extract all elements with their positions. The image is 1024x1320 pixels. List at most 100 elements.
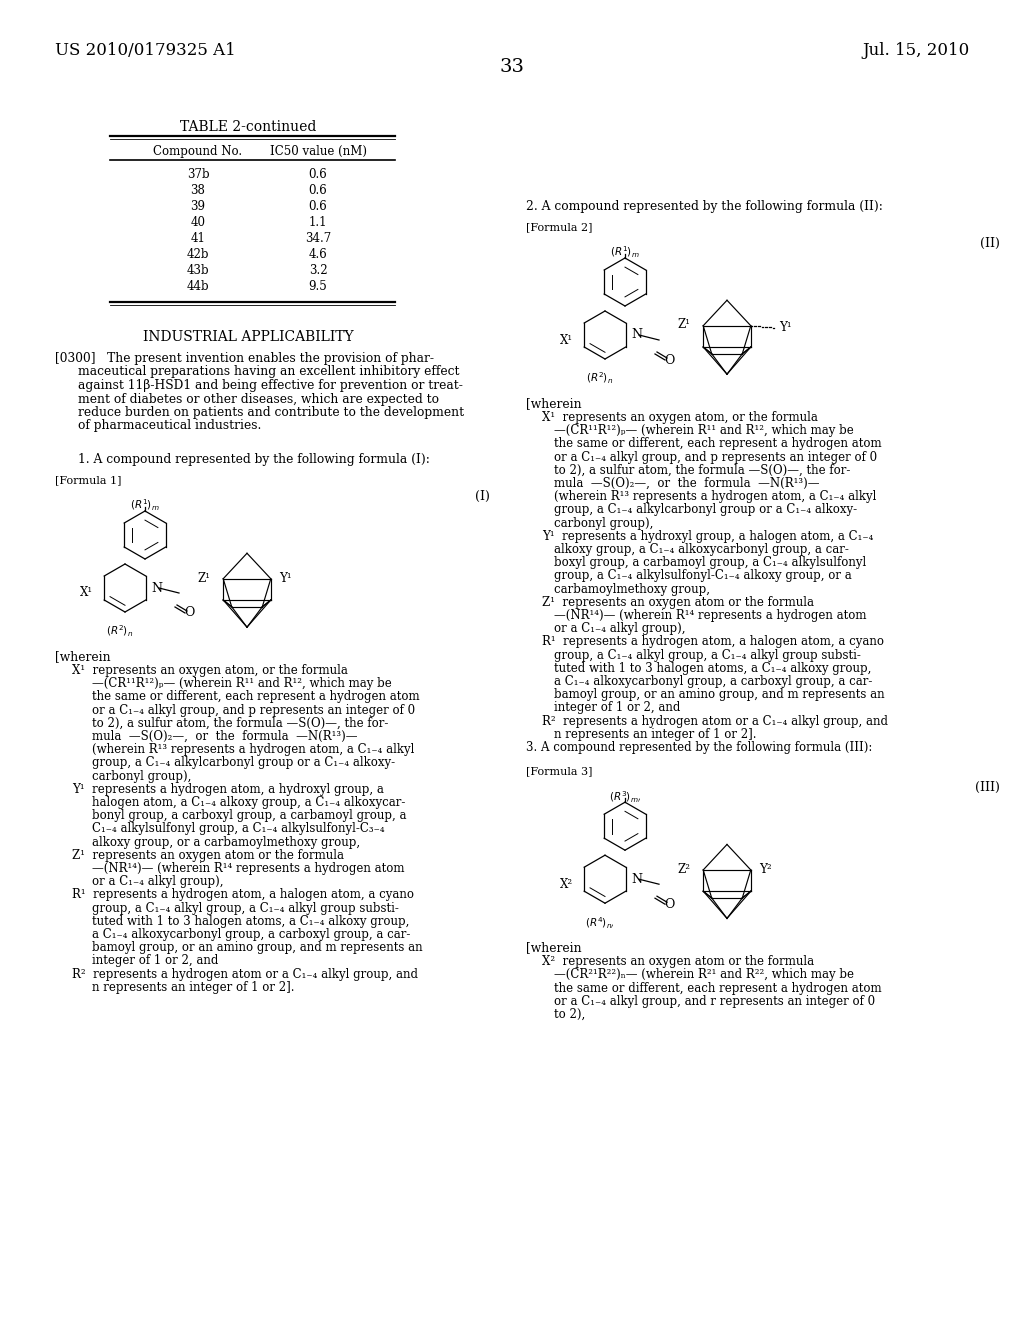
Text: 41: 41 — [190, 232, 206, 246]
Text: X²  represents an oxygen atom or the formula: X² represents an oxygen atom or the form… — [542, 956, 814, 968]
Text: of pharmaceutical industries.: of pharmaceutical industries. — [78, 420, 261, 433]
Text: bonyl group, a carboxyl group, a carbamoyl group, a: bonyl group, a carboxyl group, a carbamo… — [92, 809, 407, 822]
Text: bamoyl group, or an amino group, and m represents an: bamoyl group, or an amino group, and m r… — [554, 688, 885, 701]
Text: Compound No.: Compound No. — [154, 145, 243, 158]
Text: (wherein R¹³ represents a hydrogen atom, a C₁₋₄ alkyl: (wherein R¹³ represents a hydrogen atom,… — [92, 743, 415, 756]
Text: boxyl group, a carbamoyl group, a C₁₋₄ alkylsulfonyl: boxyl group, a carbamoyl group, a C₁₋₄ a… — [554, 556, 866, 569]
Text: ment of diabetes or other diseases, which are expected to: ment of diabetes or other diseases, whic… — [78, 392, 439, 405]
Text: group, a C₁₋₄ alkylcarbonyl group or a C₁₋₄ alkoxy-: group, a C₁₋₄ alkylcarbonyl group or a C… — [92, 756, 395, 770]
Text: (wherein R¹³ represents a hydrogen atom, a C₁₋₄ alkyl: (wherein R¹³ represents a hydrogen atom,… — [554, 490, 877, 503]
Text: —(NR¹⁴)— (wherein R¹⁴ represents a hydrogen atom: —(NR¹⁴)— (wherein R¹⁴ represents a hydro… — [92, 862, 404, 875]
Text: or a C₁₋₄ alkyl group, and p represents an integer of 0: or a C₁₋₄ alkyl group, and p represents … — [554, 450, 878, 463]
Text: N: N — [151, 582, 162, 594]
Text: tuted with 1 to 3 halogen atoms, a C₁₋₄ alkoxy group,: tuted with 1 to 3 halogen atoms, a C₁₋₄ … — [554, 661, 871, 675]
Text: group, a C₁₋₄ alkylsulfonyl-C₁₋₄ alkoxy group, or a: group, a C₁₋₄ alkylsulfonyl-C₁₋₄ alkoxy … — [554, 569, 852, 582]
Text: the same or different, each represent a hydrogen atom: the same or different, each represent a … — [554, 437, 882, 450]
Text: R²  represents a hydrogen atom or a C₁₋₄ alkyl group, and: R² represents a hydrogen atom or a C₁₋₄ … — [72, 968, 418, 981]
Text: X¹  represents an oxygen atom, or the formula: X¹ represents an oxygen atom, or the for… — [72, 664, 348, 677]
Text: reduce burden on patients and contribute to the development: reduce burden on patients and contribute… — [78, 407, 464, 418]
Text: 38: 38 — [190, 183, 206, 197]
Text: US 2010/0179325 A1: US 2010/0179325 A1 — [55, 42, 236, 59]
Text: C₁₋₄ alkylsulfonyl group, a C₁₋₄ alkylsulfonyl-C₃₋₄: C₁₋₄ alkylsulfonyl group, a C₁₋₄ alkylsu… — [92, 822, 385, 836]
Text: $(R^2)_n$: $(R^2)_n$ — [106, 624, 133, 639]
Text: or a C₁₋₄ alkyl group, and p represents an integer of 0: or a C₁₋₄ alkyl group, and p represents … — [92, 704, 415, 717]
Text: the same or different, each represent a hydrogen atom: the same or different, each represent a … — [92, 690, 420, 704]
Text: 39: 39 — [190, 201, 206, 213]
Text: X¹  represents an oxygen atom, or the formula: X¹ represents an oxygen atom, or the for… — [542, 411, 818, 424]
Text: —(NR¹⁴)— (wherein R¹⁴ represents a hydrogen atom: —(NR¹⁴)— (wherein R¹⁴ represents a hydro… — [554, 609, 866, 622]
Text: a C₁₋₄ alkoxycarbonyl group, a carboxyl group, a car-: a C₁₋₄ alkoxycarbonyl group, a carboxyl … — [92, 928, 411, 941]
Text: carbonyl group),: carbonyl group), — [92, 770, 191, 783]
Text: $(R^1)_m$: $(R^1)_m$ — [130, 498, 160, 513]
Text: to 2), a sulfur atom, the formula —S(O)—, the for-: to 2), a sulfur atom, the formula —S(O)—… — [92, 717, 388, 730]
Text: X¹: X¹ — [560, 334, 573, 346]
Text: [Formula 3]: [Formula 3] — [526, 766, 593, 776]
Text: bamoyl group, or an amino group, and m represents an: bamoyl group, or an amino group, and m r… — [92, 941, 423, 954]
Text: [wherein: [wherein — [55, 649, 111, 663]
Text: 0.6: 0.6 — [308, 168, 328, 181]
Text: 2. A compound represented by the following formula (II):: 2. A compound represented by the followi… — [526, 201, 883, 213]
Text: IC50 value (nM): IC50 value (nM) — [269, 145, 367, 158]
Text: 33: 33 — [500, 58, 524, 77]
Text: 34.7: 34.7 — [305, 232, 331, 246]
Text: carbamoylmethoxy group,: carbamoylmethoxy group, — [554, 582, 710, 595]
Text: tuted with 1 to 3 halogen atoms, a C₁₋₄ alkoxy group,: tuted with 1 to 3 halogen atoms, a C₁₋₄ … — [92, 915, 410, 928]
Text: R¹  represents a hydrogen atom, a halogen atom, a cyano: R¹ represents a hydrogen atom, a halogen… — [542, 635, 884, 648]
Text: alkoxy group, or a carbamoylmethoxy group,: alkoxy group, or a carbamoylmethoxy grou… — [92, 836, 360, 849]
Text: to 2),: to 2), — [554, 1008, 586, 1020]
Text: $(R^1)_m$: $(R^1)_m$ — [610, 246, 640, 260]
Text: 44b: 44b — [186, 280, 209, 293]
Text: 4.6: 4.6 — [308, 248, 328, 261]
Text: mula  —S(O)₂—,  or  the  formula  —N(R¹³)—: mula —S(O)₂—, or the formula —N(R¹³)— — [554, 477, 819, 490]
Text: the same or different, each represent a hydrogen atom: the same or different, each represent a … — [554, 982, 882, 994]
Text: O: O — [664, 354, 674, 367]
Text: Z²: Z² — [677, 863, 690, 875]
Text: $(R^2)_n$: $(R^2)_n$ — [587, 371, 613, 387]
Text: Y¹  represents a hydrogen atom, a hydroxyl group, a: Y¹ represents a hydrogen atom, a hydroxy… — [72, 783, 384, 796]
Text: (III): (III) — [975, 781, 1000, 795]
Text: (I): (I) — [475, 490, 490, 503]
Text: [Formula 2]: [Formula 2] — [526, 222, 593, 232]
Text: group, a C₁₋₄ alkyl group, a C₁₋₄ alkyl group substi-: group, a C₁₋₄ alkyl group, a C₁₋₄ alkyl … — [92, 902, 399, 915]
Text: halogen atom, a C₁₋₄ alkoxy group, a C₁₋₄ alkoxycar-: halogen atom, a C₁₋₄ alkoxy group, a C₁₋… — [92, 796, 406, 809]
Text: [0300]   The present invention enables the provision of phar-: [0300] The present invention enables the… — [55, 352, 434, 366]
Text: 3.2: 3.2 — [308, 264, 328, 277]
Text: or a C₁₋₄ alkyl group, and r represents an integer of 0: or a C₁₋₄ alkyl group, and r represents … — [554, 995, 876, 1007]
Text: Y¹  represents a hydroxyl group, a halogen atom, a C₁₋₄: Y¹ represents a hydroxyl group, a haloge… — [542, 529, 873, 543]
Text: maceutical preparations having an excellent inhibitory effect: maceutical preparations having an excell… — [78, 366, 460, 379]
Text: X¹: X¹ — [80, 586, 93, 599]
Text: Z¹: Z¹ — [677, 318, 690, 331]
Text: to 2), a sulfur atom, the formula —S(O)—, the for-: to 2), a sulfur atom, the formula —S(O)—… — [554, 463, 850, 477]
Text: n represents an integer of 1 or 2].: n represents an integer of 1 or 2]. — [92, 981, 295, 994]
Text: $(R^3)_{m\prime}$: $(R^3)_{m\prime}$ — [609, 789, 641, 805]
Text: R²  represents a hydrogen atom or a C₁₋₄ alkyl group, and: R² represents a hydrogen atom or a C₁₋₄ … — [542, 714, 888, 727]
Text: 43b: 43b — [186, 264, 209, 277]
Text: or a C₁₋₄ alkyl group),: or a C₁₋₄ alkyl group), — [92, 875, 223, 888]
Text: group, a C₁₋₄ alkyl group, a C₁₋₄ alkyl group substi-: group, a C₁₋₄ alkyl group, a C₁₋₄ alkyl … — [554, 648, 861, 661]
Text: Y¹: Y¹ — [779, 321, 792, 334]
Text: —(CR¹¹R¹²)ₚ— (wherein R¹¹ and R¹², which may be: —(CR¹¹R¹²)ₚ— (wherein R¹¹ and R¹², which… — [92, 677, 392, 690]
Text: INDUSTRIAL APPLICABILITY: INDUSTRIAL APPLICABILITY — [142, 330, 353, 345]
Text: a C₁₋₄ alkoxycarbonyl group, a carboxyl group, a car-: a C₁₋₄ alkoxycarbonyl group, a carboxyl … — [554, 675, 872, 688]
Text: X²: X² — [560, 878, 573, 891]
Text: 0.6: 0.6 — [308, 201, 328, 213]
Text: Z¹  represents an oxygen atom or the formula: Z¹ represents an oxygen atom or the form… — [72, 849, 344, 862]
Text: —(CR¹¹R¹²)ₚ— (wherein R¹¹ and R¹², which may be: —(CR¹¹R¹²)ₚ— (wherein R¹¹ and R¹², which… — [554, 424, 854, 437]
Text: N: N — [631, 873, 642, 886]
Text: integer of 1 or 2, and: integer of 1 or 2, and — [554, 701, 680, 714]
Text: Z¹  represents an oxygen atom or the formula: Z¹ represents an oxygen atom or the form… — [542, 595, 814, 609]
Text: Y²: Y² — [759, 863, 772, 875]
Text: Y¹: Y¹ — [279, 572, 292, 585]
Text: group, a C₁₋₄ alkylcarbonyl group or a C₁₋₄ alkoxy-: group, a C₁₋₄ alkylcarbonyl group or a C… — [554, 503, 857, 516]
Text: N: N — [631, 329, 642, 342]
Text: TABLE 2-continued: TABLE 2-continued — [180, 120, 316, 135]
Text: Jul. 15, 2010: Jul. 15, 2010 — [863, 42, 970, 59]
Text: alkoxy group, a C₁₋₄ alkoxycarbonyl group, a car-: alkoxy group, a C₁₋₄ alkoxycarbonyl grou… — [554, 543, 849, 556]
Text: R¹  represents a hydrogen atom, a halogen atom, a cyano: R¹ represents a hydrogen atom, a halogen… — [72, 888, 414, 902]
Text: O: O — [184, 606, 195, 619]
Text: 0.6: 0.6 — [308, 183, 328, 197]
Text: 9.5: 9.5 — [308, 280, 328, 293]
Text: [Formula 1]: [Formula 1] — [55, 475, 122, 484]
Text: —(CR²¹R²²)ₙ— (wherein R²¹ and R²², which may be: —(CR²¹R²²)ₙ— (wherein R²¹ and R²², which… — [554, 969, 854, 981]
Text: against 11β-HSD1 and being effective for prevention or treat-: against 11β-HSD1 and being effective for… — [78, 379, 463, 392]
